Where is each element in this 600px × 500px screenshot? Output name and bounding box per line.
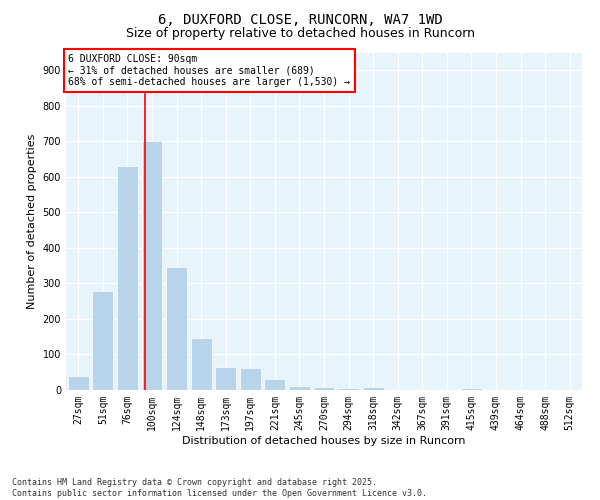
Text: Contains HM Land Registry data © Crown copyright and database right 2025.
Contai: Contains HM Land Registry data © Crown c…	[12, 478, 427, 498]
Bar	[461, 388, 482, 390]
Y-axis label: Number of detached properties: Number of detached properties	[27, 134, 37, 309]
Bar	[142, 142, 163, 390]
Bar	[314, 387, 334, 390]
Bar	[215, 367, 236, 390]
Bar	[191, 338, 212, 390]
X-axis label: Distribution of detached houses by size in Runcorn: Distribution of detached houses by size …	[182, 436, 466, 446]
Bar	[265, 380, 286, 390]
Bar	[240, 368, 261, 390]
Bar	[166, 268, 187, 390]
Bar	[92, 290, 113, 390]
Bar	[289, 386, 310, 390]
Text: Size of property relative to detached houses in Runcorn: Size of property relative to detached ho…	[125, 28, 475, 40]
Bar	[338, 388, 359, 390]
Bar	[68, 376, 89, 390]
Text: 6, DUXFORD CLOSE, RUNCORN, WA7 1WD: 6, DUXFORD CLOSE, RUNCORN, WA7 1WD	[158, 12, 442, 26]
Text: 6 DUXFORD CLOSE: 90sqm
← 31% of detached houses are smaller (689)
68% of semi-de: 6 DUXFORD CLOSE: 90sqm ← 31% of detached…	[68, 54, 350, 88]
Bar	[117, 166, 138, 390]
Bar	[362, 387, 383, 390]
